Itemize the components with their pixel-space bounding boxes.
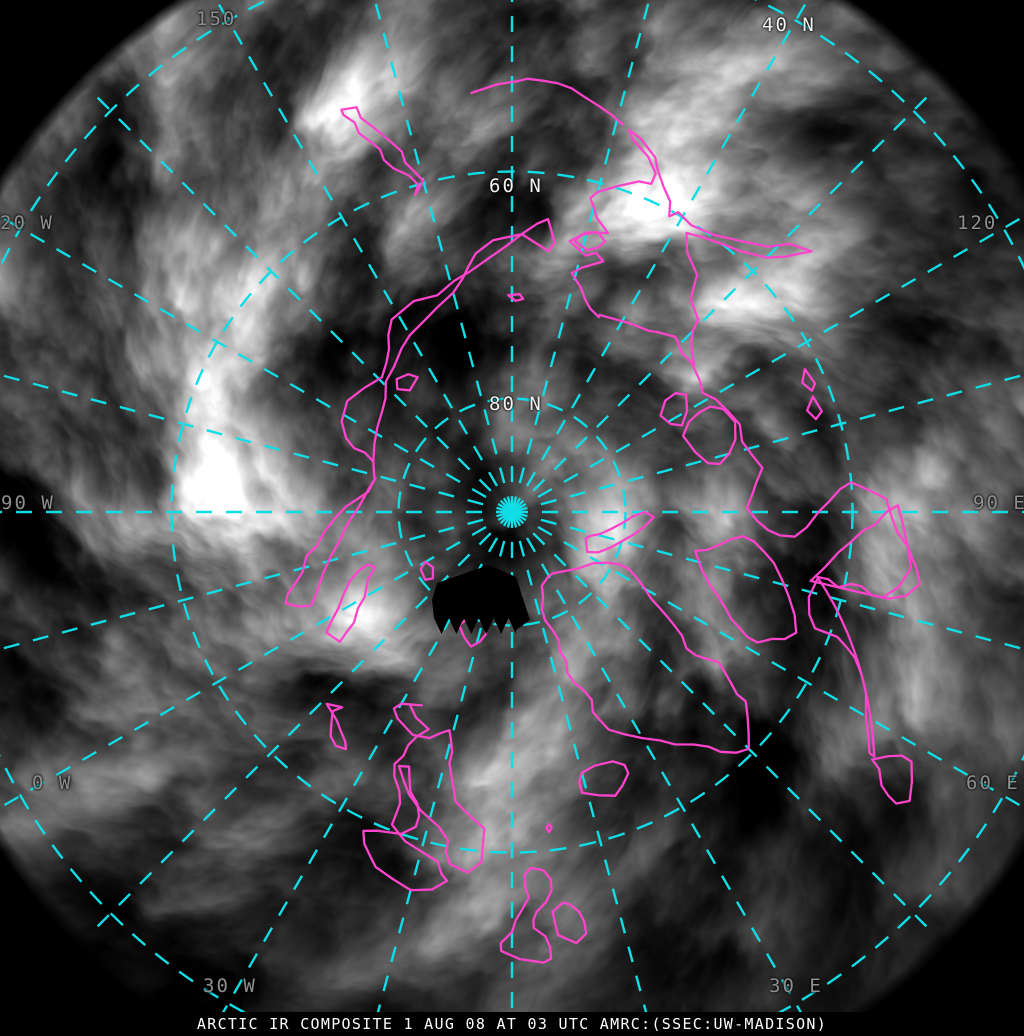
coastline-banks-is [659, 392, 689, 427]
graticule-label-lon-90w: 90 W [1, 492, 55, 514]
meridian-120 [0, 215, 513, 514]
coastline-outlines [284, 77, 922, 964]
graticule-label-lon-30e: 30 E [769, 975, 823, 997]
coastline-aleutians [470, 77, 625, 126]
graticule-label-lon-120e: 120 [957, 212, 998, 234]
meridian-330 [510, 511, 803, 1012]
meridian-135 [93, 93, 513, 513]
meridian-210 [510, 0, 809, 513]
meridian-240 [511, 215, 1024, 514]
coastline-taimyr [284, 476, 377, 608]
coastline-ellesmere [584, 510, 655, 554]
graticule-lines [0, 0, 1024, 1012]
meridian-60 [0, 510, 513, 809]
coastline-faroe [545, 823, 553, 834]
meridian-285 [511, 510, 1024, 651]
graticule-label-lon-60e: 60 E [966, 772, 1020, 794]
coastline-baffin [694, 535, 798, 644]
meridian-345 [510, 511, 648, 1012]
coastline-novaya-zemlya [325, 563, 377, 643]
graticule-label-lon-120w: 20 W [0, 212, 54, 234]
meridian-105 [0, 373, 513, 514]
graticule-label-lon-30w: 30 W [203, 975, 257, 997]
meridian-225 [511, 93, 931, 513]
meridian-150 [215, 0, 514, 513]
meridian-255 [511, 373, 1024, 514]
graticule-label-lat-80n: 80 N [489, 393, 543, 415]
meridian-195 [510, 0, 651, 513]
satellite-image-area: 150 40 N 60 N 20 W 120 80 N 90 W 90 E 0 W 60 E 30 … [0, 0, 1024, 1012]
coastline-siberia-n [340, 217, 556, 479]
map-vector-overlay [0, 0, 1024, 1012]
meridian-75 [0, 510, 513, 651]
missing-data-wedge-shape [432, 565, 530, 634]
coastline-iceland [578, 760, 630, 797]
graticule-label-lon-90e: 90 E [973, 492, 1024, 514]
missing-data-wedge [432, 565, 530, 634]
coastline-white-sea [325, 702, 348, 751]
coastline-alaska [568, 128, 813, 367]
coastline-britain [499, 866, 553, 964]
caption-text: ARCTIC IR COMPOSITE 1 AUG 08 AT 03 UTC A… [196, 1015, 828, 1033]
coastline-victoria-is [681, 405, 737, 466]
coastline-wrangel [507, 293, 525, 303]
graticule-label-lat-40n: 40 N [762, 14, 816, 36]
coastline-greenland [540, 561, 750, 754]
coastline-great-slave [805, 395, 823, 421]
coastline-newfoundland [870, 754, 914, 805]
coastline-kamchatka [340, 106, 425, 197]
meridian-45 [93, 511, 513, 931]
coastline-scandinavia [362, 702, 486, 892]
graticule-label-lat-60n: 60 N [489, 175, 543, 197]
meridian-300 [511, 510, 1024, 809]
coastline-franz-josef [419, 560, 435, 581]
latitude-circle-80n [397, 397, 627, 627]
coastline-lake-group [801, 368, 817, 392]
coastline-bering-coast [573, 230, 607, 252]
coastline-ireland [551, 901, 588, 945]
meridian-315 [511, 511, 931, 931]
meridian-165 [373, 0, 514, 513]
graticule-label-lon-150w: 150 [196, 8, 237, 30]
coastline-hudson-bay-in [809, 504, 922, 600]
coastline-canada-north [691, 364, 913, 758]
caption-bar: ARCTIC IR COMPOSITE 1 AUG 08 AT 03 UTC A… [0, 1012, 1024, 1036]
graticule-label-lon-60w: 0 W [32, 772, 73, 794]
coastline-novosibirsk-is [395, 373, 419, 392]
